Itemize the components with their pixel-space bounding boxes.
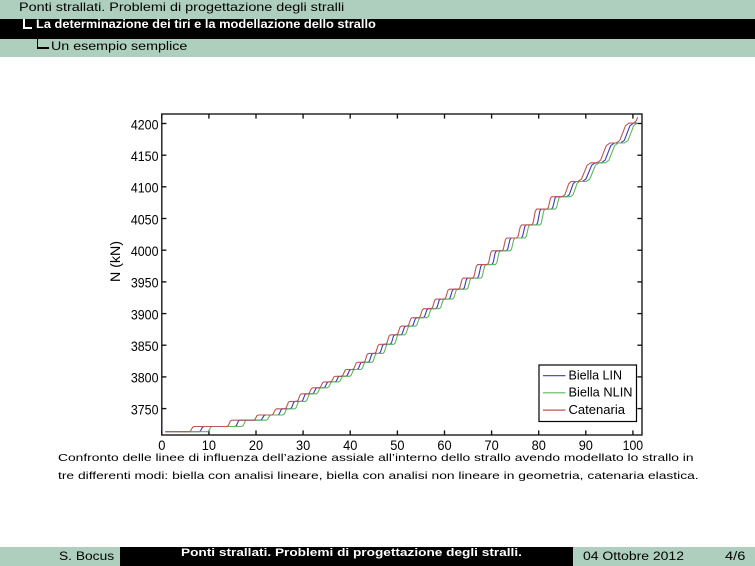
svg-text:100: 100 <box>623 437 644 453</box>
svg-text:20: 20 <box>249 437 263 453</box>
svg-text:Catenaria: Catenaria <box>569 403 626 417</box>
svg-text:60: 60 <box>437 437 451 453</box>
svg-text:3950: 3950 <box>131 275 159 291</box>
svg-text:4200: 4200 <box>131 116 159 132</box>
svg-text:3900: 3900 <box>131 306 159 322</box>
svg-text:4050: 4050 <box>131 211 159 227</box>
svg-text:4100: 4100 <box>131 180 159 196</box>
svg-text:N (kN): N (kN) <box>107 241 123 282</box>
svg-text:90: 90 <box>579 437 593 453</box>
svg-text:10: 10 <box>202 437 216 453</box>
svg-text:Biella NLIN: Biella NLIN <box>569 386 633 400</box>
svg-text:Biella LIN: Biella LIN <box>569 369 623 383</box>
svg-text:4000: 4000 <box>131 243 159 259</box>
svg-text:3800: 3800 <box>131 370 159 386</box>
svg-text:0: 0 <box>158 437 165 453</box>
svg-text:30: 30 <box>296 437 310 453</box>
svg-text:80: 80 <box>532 437 546 453</box>
svg-text:3850: 3850 <box>131 338 159 354</box>
svg-text:40: 40 <box>343 437 357 453</box>
svg-text:70: 70 <box>485 437 499 453</box>
svg-text:3750: 3750 <box>131 401 159 417</box>
svg-text:4150: 4150 <box>131 148 159 164</box>
svg-text:50: 50 <box>390 437 404 453</box>
